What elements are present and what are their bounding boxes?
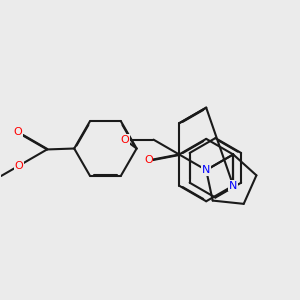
Text: O: O: [144, 155, 153, 165]
Text: O: O: [13, 128, 22, 137]
Text: N: N: [202, 165, 210, 175]
Text: N: N: [229, 181, 237, 191]
Text: O: O: [120, 135, 129, 145]
Text: O: O: [14, 161, 23, 171]
